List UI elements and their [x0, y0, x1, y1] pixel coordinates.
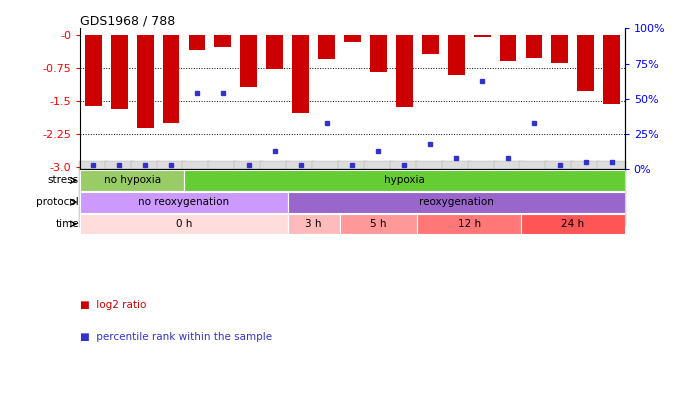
Bar — [80, 213, 288, 234]
Bar — [422, 35, 439, 54]
Bar — [80, 192, 288, 213]
Bar — [474, 35, 491, 37]
Bar — [188, 35, 205, 50]
Bar — [163, 35, 179, 123]
Bar — [396, 35, 413, 107]
Bar — [85, 35, 102, 107]
Text: GDS1968 / 788: GDS1968 / 788 — [80, 14, 175, 27]
Bar — [292, 35, 309, 113]
Bar — [577, 35, 594, 92]
Text: time: time — [55, 219, 79, 229]
Bar — [111, 35, 128, 109]
Text: stress: stress — [48, 175, 79, 185]
Bar — [448, 35, 465, 75]
Text: ■  percentile rank within the sample: ■ percentile rank within the sample — [80, 332, 272, 342]
Bar — [184, 170, 625, 191]
Text: hypoxia: hypoxia — [384, 175, 425, 185]
Bar — [417, 213, 521, 234]
Text: no hypoxia: no hypoxia — [103, 175, 161, 185]
Bar — [266, 35, 283, 69]
Bar — [288, 213, 339, 234]
Bar — [500, 35, 517, 60]
Text: 5 h: 5 h — [370, 219, 387, 229]
Text: reoxygenation: reoxygenation — [419, 197, 493, 207]
Bar — [288, 192, 625, 213]
Bar — [318, 35, 335, 59]
Text: no reoxygenation: no reoxygenation — [138, 197, 230, 207]
Bar — [214, 35, 231, 47]
Bar — [240, 35, 257, 87]
Text: ■  log2 ratio: ■ log2 ratio — [80, 300, 147, 310]
Text: 12 h: 12 h — [458, 219, 481, 229]
Bar — [137, 35, 154, 128]
Text: 0 h: 0 h — [176, 219, 192, 229]
Bar — [80, 170, 184, 191]
Bar — [521, 213, 625, 234]
Bar — [603, 35, 620, 104]
Bar — [526, 35, 542, 58]
Bar — [370, 35, 387, 72]
Text: 3 h: 3 h — [305, 219, 322, 229]
Text: protocol: protocol — [36, 197, 79, 207]
Bar — [551, 35, 568, 63]
Bar — [344, 35, 361, 43]
Bar — [339, 213, 417, 234]
Text: 24 h: 24 h — [561, 219, 584, 229]
